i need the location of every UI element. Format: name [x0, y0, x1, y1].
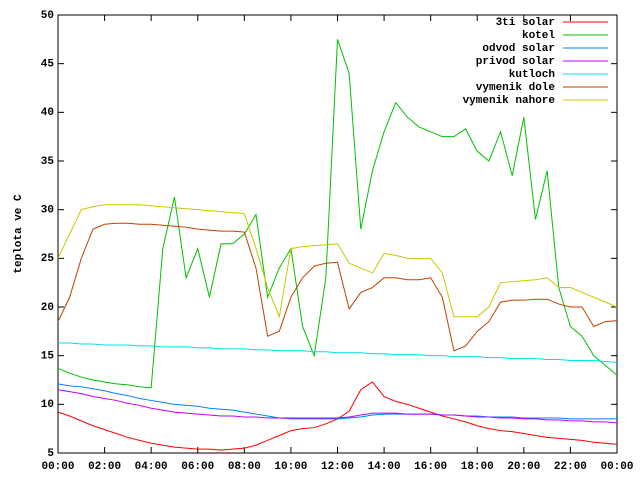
series-line	[57, 381, 618, 451]
x-tick-label: 10:00	[274, 461, 307, 473]
series-line	[57, 204, 618, 319]
legend-label: kotel	[522, 30, 555, 42]
y-axis-label: teplota ve C	[13, 194, 25, 274]
x-tick-label: 20:00	[507, 461, 540, 473]
y-tick-label: 5	[47, 448, 54, 460]
legend-label: 3ti solar	[496, 17, 555, 29]
x-tick-label: 06:00	[181, 461, 214, 473]
x-tick-label: 18:00	[461, 461, 494, 473]
x-tick-label: 00:00	[600, 461, 633, 473]
x-tick-label: 22:00	[554, 461, 587, 473]
x-tick-label: 04:00	[135, 461, 168, 473]
series-line	[58, 342, 618, 363]
legend-label: vymenik dole	[476, 82, 556, 94]
y-tick-label: 25	[41, 253, 55, 265]
y-tick-label: 30	[41, 205, 54, 217]
x-tick-label: 12:00	[321, 461, 354, 473]
y-tick-label: 50	[41, 10, 54, 22]
x-tick-label: 02:00	[88, 461, 121, 473]
series-line	[57, 383, 617, 420]
y-tick-label: 15	[41, 351, 55, 363]
x-tick-label: 14:00	[368, 461, 401, 473]
legend-label: kutloch	[509, 69, 555, 81]
y-tick-label: 10	[41, 399, 54, 411]
y-tick-label: 20	[41, 302, 54, 314]
series-line	[57, 39, 618, 389]
legend-label: privod solar	[476, 56, 555, 68]
x-tick-label: 00:00	[41, 461, 74, 473]
y-tick-label: 35	[41, 156, 55, 168]
series-line	[57, 222, 618, 352]
legend-label: vymenik nahore	[463, 95, 556, 107]
y-tick-label: 40	[41, 107, 54, 119]
x-tick-label: 08:00	[228, 461, 261, 473]
legend-label: odvod solar	[482, 43, 555, 55]
y-tick-label: 45	[41, 59, 55, 71]
x-tick-label: 16:00	[414, 461, 447, 473]
series-line	[57, 389, 618, 424]
